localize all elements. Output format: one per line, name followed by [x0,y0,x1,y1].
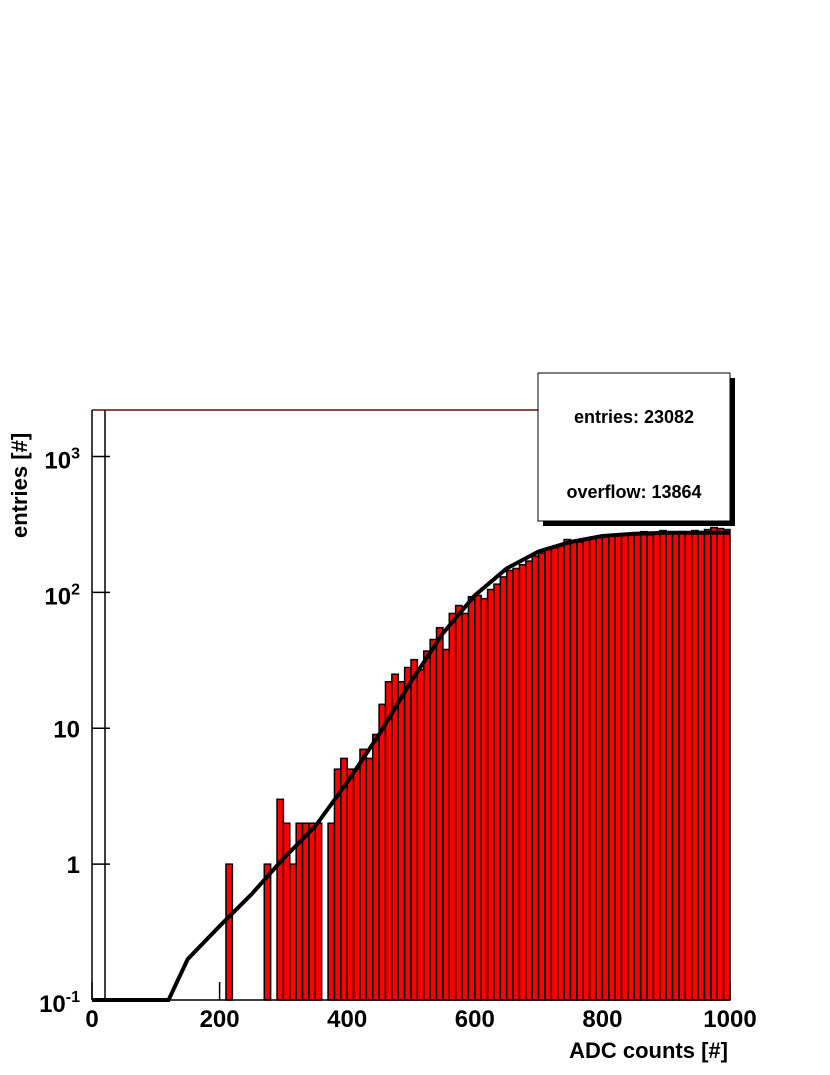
bar [601,535,610,1001]
fit-curve [92,530,730,1002]
bar [544,547,553,1001]
bar [659,529,667,1001]
bar [556,545,565,1001]
x-tick-label: 600 [455,1006,495,1033]
bar [435,626,444,1001]
y-axis-title: entries [#] [7,433,32,538]
x-tick-label: 400 [327,1006,367,1033]
bar [576,541,585,1001]
bar [480,597,489,1001]
tick-base: 10 [39,991,66,1018]
bar [620,533,629,1001]
bar [365,757,374,1001]
tick-base: 10 [44,448,71,475]
bar [595,536,604,1001]
bar [276,798,285,1001]
bar [499,576,508,1001]
bar [537,552,546,1001]
bar [512,567,521,1001]
stats-overflow: overflow: 13864 [566,482,701,502]
tick-base: 10 [44,583,71,610]
bar [371,733,380,1001]
y-tick-label: 10-1 [39,989,80,1018]
bar [359,748,368,1001]
bar [525,560,533,1001]
bar [563,538,572,1001]
bar [690,529,699,1001]
tick-exponent: -1 [66,989,80,1006]
bar [391,673,399,1001]
bar [295,822,304,1001]
bar [627,533,636,1001]
bar [550,546,559,1001]
bar [582,538,591,1001]
y-tick-label: 102 [44,581,80,610]
bar [301,822,310,1001]
bar [505,569,514,1001]
bar [423,650,431,1001]
bar [333,768,342,1001]
stats-box [537,372,731,522]
bar [671,531,680,1001]
bar [588,537,597,1001]
x-tick-label: 1000 [703,1006,756,1033]
bar [308,822,317,1001]
bar [722,528,731,1001]
bar [282,822,291,1001]
bar [442,648,451,1001]
bar [608,534,616,1001]
x-tick-label: 200 [200,1006,240,1033]
x-tick-label: 800 [582,1006,622,1033]
bar [378,703,387,1001]
bar [493,583,502,1001]
bar [486,588,495,1001]
bar [716,527,725,1001]
bar [531,555,540,1001]
bar [263,863,272,1001]
bar [461,612,470,1001]
bar [652,531,661,1001]
bar [646,534,655,1001]
bar [225,863,234,1001]
bar [454,604,463,1001]
bar [678,530,687,1001]
bar [352,768,361,1001]
bar [416,668,425,1001]
bar [327,822,336,1001]
bar [289,863,297,1001]
bar [633,531,642,1001]
bar [448,612,457,1001]
bar [314,822,323,1001]
tick-exponent: 2 [71,581,80,598]
bar [518,563,527,1001]
bar [429,638,438,1001]
x-axis-title: ADC counts [#] [569,1038,728,1063]
bar [614,534,623,1001]
tick-exponent: 3 [71,446,80,463]
bar [410,658,419,1001]
y-tick-label: 103 [44,446,80,475]
bar [639,530,648,1001]
bar [569,539,578,1001]
plot-area [92,526,731,1002]
bar [665,533,674,1001]
bar [403,666,412,1001]
bar [467,595,476,1001]
bar [697,530,706,1001]
bar [710,526,718,1001]
bar [346,768,355,1001]
bar [684,533,693,1001]
bar [703,528,712,1001]
stats-entries: entries: 23082 [574,407,694,427]
bar [397,680,406,1001]
bar [340,757,348,1001]
x-tick-label: 0 [85,1006,98,1033]
bar [384,680,393,1001]
y-tick-label: 1 [67,852,80,879]
bar [474,594,482,1001]
y-tick-label: 10 [53,716,80,743]
